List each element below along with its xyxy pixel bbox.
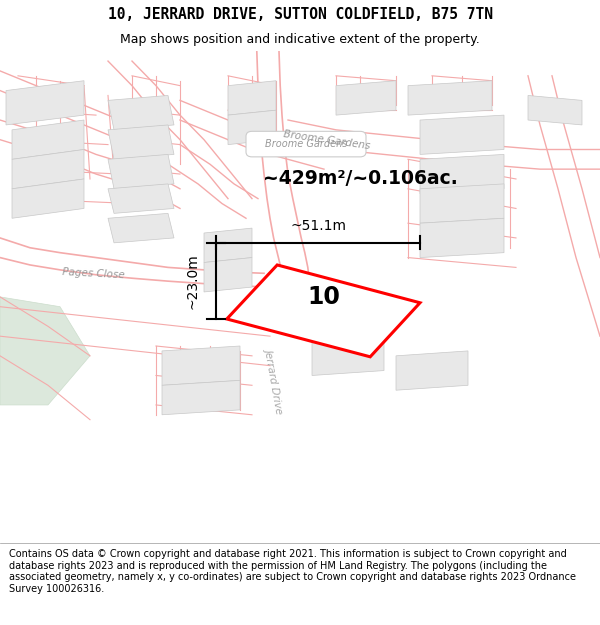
Text: 10: 10 <box>308 285 340 309</box>
Text: Pages Close: Pages Close <box>62 267 124 280</box>
Polygon shape <box>108 125 174 159</box>
Polygon shape <box>6 81 84 125</box>
Polygon shape <box>227 265 420 357</box>
Text: Map shows position and indicative extent of the property.: Map shows position and indicative extent… <box>120 34 480 46</box>
Polygon shape <box>420 218 504 258</box>
Polygon shape <box>12 179 84 218</box>
Polygon shape <box>528 96 582 125</box>
Polygon shape <box>204 258 252 292</box>
Polygon shape <box>396 351 468 390</box>
Text: ~51.1m: ~51.1m <box>290 219 346 232</box>
Polygon shape <box>228 81 276 115</box>
Polygon shape <box>162 381 240 415</box>
Polygon shape <box>108 184 174 213</box>
Text: Contains OS data © Crown copyright and database right 2021. This information is : Contains OS data © Crown copyright and d… <box>9 549 576 594</box>
Polygon shape <box>0 297 90 405</box>
Text: Jerrard Drive: Jerrard Drive <box>264 347 286 414</box>
Polygon shape <box>108 96 174 130</box>
Polygon shape <box>336 81 396 115</box>
Polygon shape <box>12 120 84 159</box>
Polygon shape <box>420 154 504 194</box>
Text: Broome Gardens: Broome Gardens <box>265 139 347 149</box>
Polygon shape <box>108 154 174 189</box>
Polygon shape <box>312 331 384 376</box>
Polygon shape <box>228 110 276 144</box>
Text: ~429m²/~0.106ac.: ~429m²/~0.106ac. <box>263 169 457 189</box>
Polygon shape <box>420 184 504 223</box>
Polygon shape <box>420 115 504 154</box>
Polygon shape <box>204 228 252 262</box>
FancyBboxPatch shape <box>246 131 366 157</box>
Polygon shape <box>12 149 84 189</box>
Text: 10, JERRARD DRIVE, SUTTON COLDFIELD, B75 7TN: 10, JERRARD DRIVE, SUTTON COLDFIELD, B75… <box>107 7 493 22</box>
Text: ~23.0m: ~23.0m <box>185 253 199 309</box>
Text: Broome Gardens: Broome Gardens <box>283 129 371 151</box>
Polygon shape <box>162 346 240 385</box>
Polygon shape <box>408 81 492 115</box>
Polygon shape <box>108 213 174 243</box>
